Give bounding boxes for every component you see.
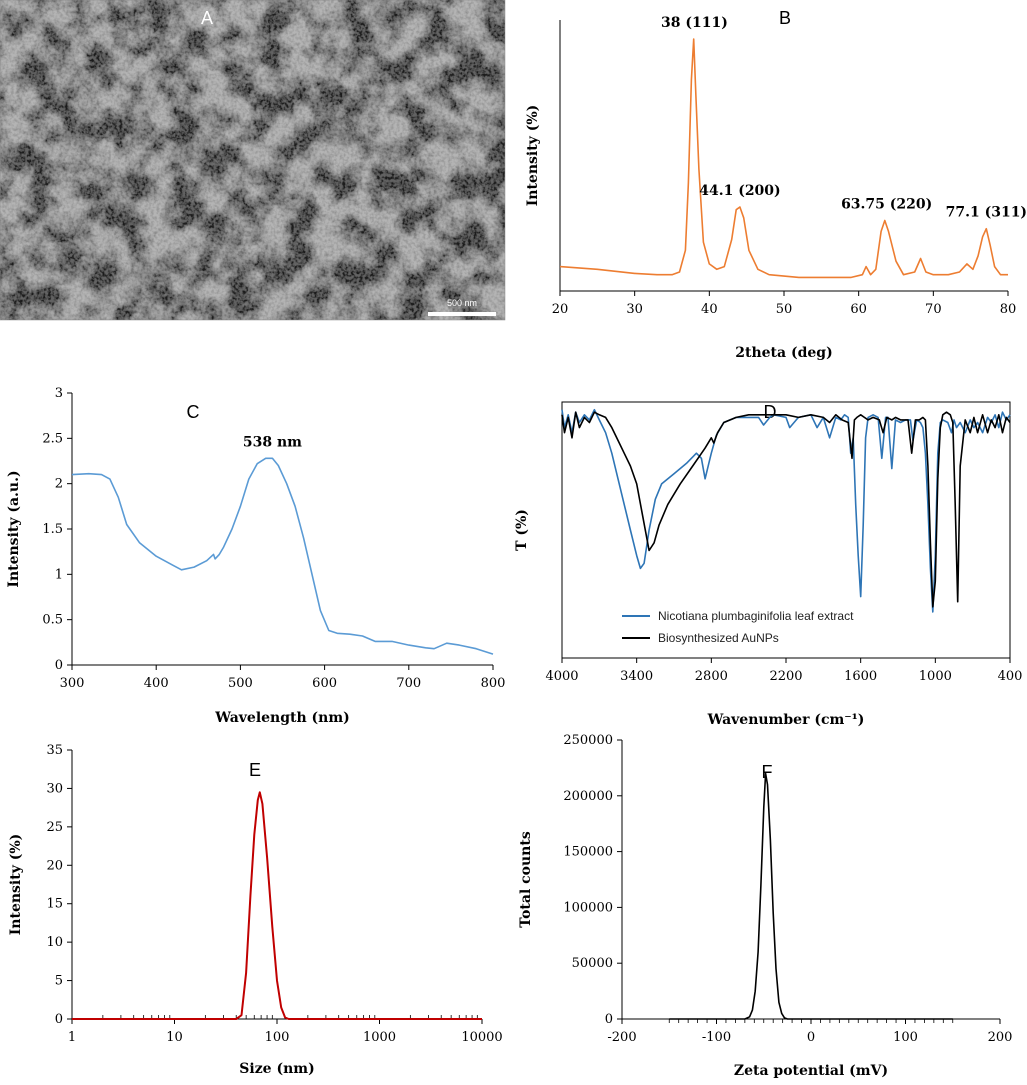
x-tick-label: 1 <box>68 1030 76 1045</box>
y-axis-label: Intensity (%) <box>525 105 541 207</box>
x-axis-label: Wavenumber (cm⁻¹) <box>707 712 865 728</box>
y-tick-label: 1.5 <box>42 522 63 537</box>
panel-label-a: A <box>201 8 213 28</box>
panel-label-f: F <box>762 762 773 782</box>
y-tick-label: 2 <box>55 477 63 492</box>
y-tick-label: 0 <box>55 1012 63 1027</box>
y-tick-label: 20 <box>46 858 63 873</box>
x-tick-label: 20 <box>552 302 569 317</box>
x-tick-label: 0 <box>807 1030 815 1045</box>
series-line-0 <box>559 38 1008 279</box>
dls-size-chart: E 1 10 100 1000 10000 0 5 10 15 20 25 30 35 Size (nm) I… <box>8 743 503 1077</box>
y-tick-label: 1 <box>55 567 63 582</box>
y-tick-label: 2.5 <box>42 431 63 446</box>
x-tick-label: 10 <box>166 1030 183 1045</box>
panel-label-e: E <box>249 760 261 780</box>
tem-image-border <box>0 0 506 321</box>
peak-annotation: 538 nm <box>243 434 302 450</box>
panel-label-d: D <box>764 402 777 422</box>
x-tick-label: 70 <box>925 302 942 317</box>
x-tick-label: 30 <box>626 302 643 317</box>
y-tick-label: 50000 <box>572 956 613 971</box>
tem-micrograph-panel: A 500 nm <box>0 0 506 321</box>
x-axis-label: 2theta (deg) <box>735 345 832 361</box>
panel-label-b: B <box>779 8 791 28</box>
y-tick-label: 100000 <box>563 900 613 915</box>
x-tick-label: -100 <box>702 1030 731 1045</box>
x-tick-label: 40 <box>701 302 718 317</box>
panel-label-c: C <box>187 402 200 422</box>
uv-vis-chart: C 300 400 500 600 700 800 0 0.5 1 1.5 2 2.5 3 Waveleng… <box>6 386 505 726</box>
series-line-0 <box>72 791 482 1020</box>
x-tick-label: 800 <box>481 676 506 691</box>
zeta-potential-chart: F -200 -100 0 100 200 0 50000 100000 150000 200000… <box>518 733 1012 1079</box>
x-tick-label: 80 <box>1000 302 1017 317</box>
x-tick-label: 1600 <box>844 669 877 684</box>
scale-bar <box>428 312 496 316</box>
y-tick-label: 10 <box>46 935 63 950</box>
tem-image <box>0 0 505 320</box>
x-tick-label: 100 <box>265 1030 290 1045</box>
y-tick-label: 0.5 <box>42 613 63 628</box>
x-tick-label: 400 <box>144 676 169 691</box>
y-axis-label: Total counts <box>518 831 534 928</box>
legend-entry: Nicotiana plumbaginifolia leaf extract <box>658 609 854 623</box>
scale-bar-label: 500 nm <box>447 298 477 308</box>
y-tick-label: 15 <box>46 897 63 912</box>
ftir-chart: D 4000 3400 2800 2200 1600 1000 400 Wavenumber (… <box>514 401 1023 728</box>
x-tick-label: 4000 <box>545 669 578 684</box>
series-line-0 <box>561 408 1011 613</box>
y-tick-label: 250000 <box>563 733 613 748</box>
x-tick-label: 1000 <box>919 669 952 684</box>
x-tick-label: 2800 <box>695 669 728 684</box>
x-axis-label: Zeta potential (mV) <box>734 1063 888 1079</box>
y-tick-label: 200000 <box>563 789 613 804</box>
y-axis-label: Intensity (a.u.) <box>6 470 22 587</box>
x-tick-label: 100 <box>893 1030 918 1045</box>
x-tick-label: 1000 <box>363 1030 396 1045</box>
x-tick-label: 700 <box>396 676 421 691</box>
x-tick-label: 3400 <box>620 669 653 684</box>
x-tick-label: 50 <box>776 302 793 317</box>
peak-annotation: 44.1 (200) <box>699 183 780 199</box>
series-line-1 <box>561 411 1011 608</box>
series-line-0 <box>71 457 494 655</box>
x-tick-label: 300 <box>60 676 85 691</box>
x-tick-label: 500 <box>228 676 253 691</box>
y-tick-label: 25 <box>46 820 63 835</box>
y-tick-label: 5 <box>55 974 63 989</box>
x-axis-label: Size (nm) <box>239 1061 314 1077</box>
y-tick-label: 30 <box>46 781 63 796</box>
x-tick-label: 400 <box>998 669 1023 684</box>
series-line-0 <box>669 772 953 1020</box>
y-tick-label: 35 <box>46 743 63 758</box>
x-tick-label: 2200 <box>769 669 802 684</box>
y-tick-label: 3 <box>55 386 63 401</box>
x-tick-label: 600 <box>312 676 337 691</box>
y-axis-label: T (%) <box>514 509 530 551</box>
x-tick-label: 10000 <box>461 1030 502 1045</box>
x-tick-label: -200 <box>607 1030 636 1045</box>
peak-annotation: 63.75 (220) <box>841 197 932 213</box>
peak-annotation: 38 (111) <box>661 15 728 31</box>
x-tick-label: 60 <box>850 302 867 317</box>
y-axis-label: Intensity (%) <box>8 834 24 936</box>
x-tick-label: 200 <box>988 1030 1013 1045</box>
y-tick-label: 0 <box>55 658 63 673</box>
x-axis-label: Wavelength (nm) <box>214 710 350 726</box>
y-tick-label: 0 <box>605 1012 613 1027</box>
xrd-chart: B 20 30 40 50 60 70 80 2theta (deg) Intensity (%)… <box>525 8 1027 361</box>
legend-entry: Biosynthesized AuNPs <box>658 631 779 645</box>
y-tick-label: 150000 <box>563 845 613 860</box>
peak-annotation: 77.1 (311) <box>946 205 1027 221</box>
